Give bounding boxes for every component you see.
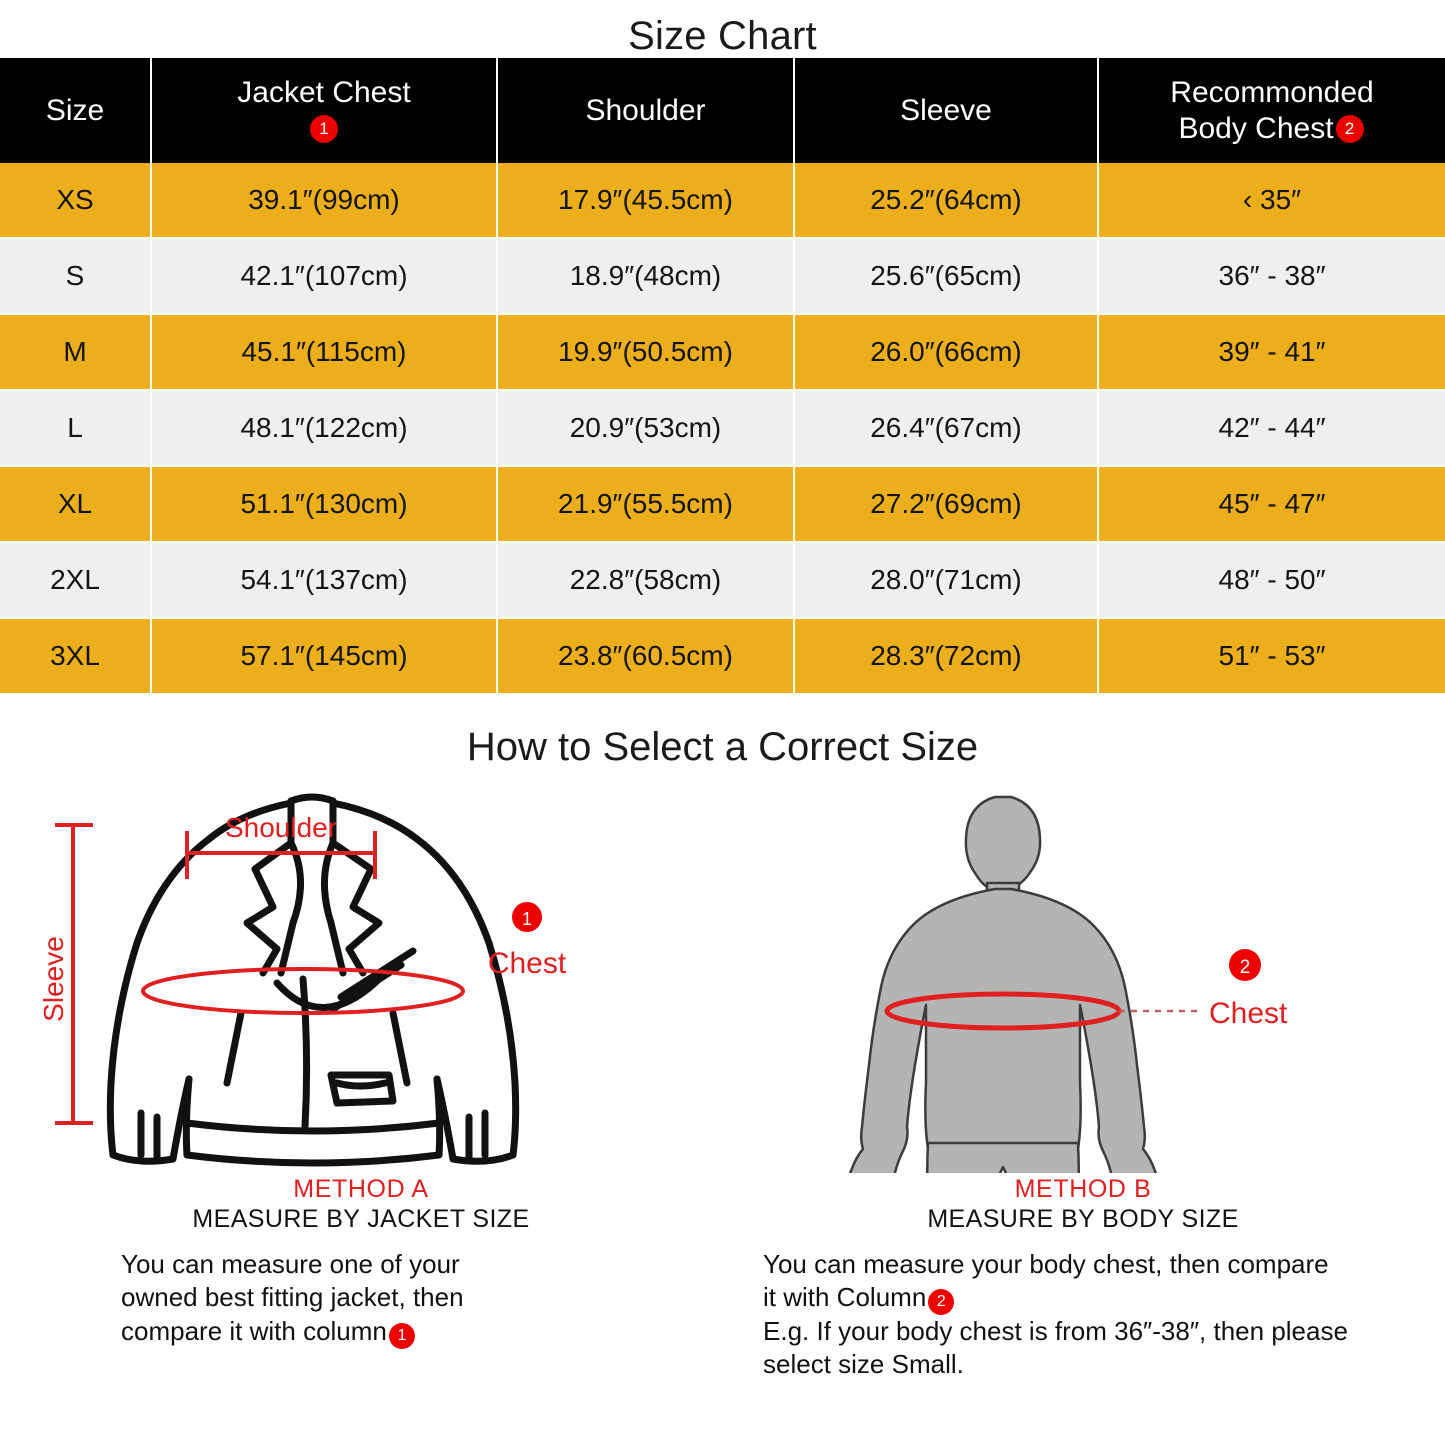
method-b-description: You can measure your body chest, then co… xyxy=(763,1248,1403,1381)
table-row: XS 39.1″(99cm) 17.9″(45.5cm) 25.2″(64cm)… xyxy=(0,163,1445,239)
cell-size: 2XL xyxy=(0,542,152,619)
column-header-body-chest-line2: Body Chest xyxy=(1178,111,1334,145)
column-header-jacket-chest: Jacket Chest 1 xyxy=(151,58,498,163)
column-header-sleeve: Sleeve xyxy=(794,58,1099,163)
size-chart-table: Size Jacket Chest 1 Shoulder Sleeve Reco… xyxy=(0,58,1445,693)
cell-jacket-chest: 48.1″(122cm) xyxy=(151,390,498,467)
chest-label: Chest xyxy=(488,947,567,980)
cell-body-chest: 45″ - 47″ xyxy=(1098,466,1445,543)
method-b-subtitle: MEASURE BY BODY SIZE xyxy=(927,1204,1239,1233)
body-illustration-svg: 2 Chest xyxy=(848,795,1288,1173)
badge-one-icon: 1 xyxy=(388,1322,415,1349)
cell-shoulder: 23.8″(60.5cm) xyxy=(497,618,795,693)
table-row: S 42.1″(107cm) 18.9″(48cm) 25.6″(65cm) 3… xyxy=(0,238,1445,315)
cell-shoulder: 18.9″(48cm) xyxy=(497,238,795,315)
chest-label: Chest xyxy=(1209,997,1288,1030)
cell-size: XL xyxy=(0,466,152,543)
method-a-desc-line1: You can measure one of your xyxy=(121,1249,460,1279)
cell-sleeve: 27.2″(69cm) xyxy=(794,466,1099,543)
cell-jacket-chest: 57.1″(145cm) xyxy=(151,618,498,693)
badge-one-icon xyxy=(512,902,542,932)
size-chart-body: XS 39.1″(99cm) 17.9″(45.5cm) 25.2″(64cm)… xyxy=(0,163,1445,693)
column-header-shoulder-label: Shoulder xyxy=(585,93,706,127)
badge-two-icon: 2 xyxy=(1335,114,1364,143)
cell-shoulder: 22.8″(58cm) xyxy=(497,542,795,619)
method-a-heading: METHOD A MEASURE BY JACKET SIZE xyxy=(192,1175,529,1234)
table-header-row: Size Jacket Chest 1 Shoulder Sleeve Reco… xyxy=(0,58,1445,163)
column-header-size-label: Size xyxy=(45,93,105,127)
method-b-desc-line3: E.g. If your body chest is from 36″-38″,… xyxy=(763,1315,1348,1346)
badge-two-icon: 2 xyxy=(928,1289,955,1316)
cell-size: L xyxy=(0,390,152,467)
cell-shoulder: 17.9″(45.5cm) xyxy=(497,163,795,239)
table-row: XL 51.1″(130cm) 21.9″(55.5cm) 27.2″(69cm… xyxy=(0,466,1445,543)
method-b-desc-line4: select size Small. xyxy=(763,1348,964,1379)
table-row: 2XL 54.1″(137cm) 22.8″(58cm) 28.0″(71cm)… xyxy=(0,542,1445,619)
cell-size: 3XL xyxy=(0,618,152,693)
method-b-name: METHOD B xyxy=(1014,1175,1152,1203)
cell-size: XS xyxy=(0,163,152,239)
cell-jacket-chest: 42.1″(107cm) xyxy=(151,238,498,315)
column-header-shoulder: Shoulder xyxy=(497,58,795,163)
cell-jacket-chest: 51.1″(130cm) xyxy=(151,466,498,543)
jacket-illustration-svg: Shoulder Sleeve 1 Chest xyxy=(41,793,567,1167)
cell-sleeve: 26.0″(66cm) xyxy=(794,314,1099,391)
cell-sleeve: 28.0″(71cm) xyxy=(794,542,1099,619)
column-header-sleeve-label: Sleeve xyxy=(900,93,992,127)
table-row: M 45.1″(115cm) 19.9″(50.5cm) 26.0″(66cm)… xyxy=(0,314,1445,391)
cell-body-chest: ‹ 35″ xyxy=(1098,163,1445,239)
cell-body-chest: 51″ - 53″ xyxy=(1098,618,1445,693)
cell-body-chest: 36″ - 38″ xyxy=(1098,238,1445,315)
method-a-block: Shoulder Sleeve 1 Chest METHOD A MEASURE… xyxy=(0,783,722,1381)
cell-size: S xyxy=(0,238,152,315)
cell-body-chest: 39″ - 41″ xyxy=(1098,314,1445,391)
cell-shoulder: 19.9″(50.5cm) xyxy=(497,314,795,391)
cell-sleeve: 26.4″(67cm) xyxy=(794,390,1099,467)
cell-sleeve: 25.6″(65cm) xyxy=(794,238,1099,315)
table-row: L 48.1″(122cm) 20.9″(53cm) 26.4″(67cm) 4… xyxy=(0,390,1445,467)
sleeve-label: Sleeve xyxy=(41,936,69,1022)
column-header-size: Size xyxy=(0,58,152,163)
column-header-jacket-chest-label: Jacket Chest xyxy=(237,75,411,109)
badge-two-label: 2 xyxy=(1240,957,1251,978)
badge-one-icon: 1 xyxy=(310,114,338,143)
jacket-diagram: Shoulder Sleeve 1 Chest xyxy=(41,783,681,1173)
method-a-desc-line2: owned best fitting jacket, then xyxy=(121,1282,464,1313)
cell-sleeve: 25.2″(64cm) xyxy=(794,163,1099,239)
cell-size: M xyxy=(0,314,152,391)
table-row: 3XL 57.1″(145cm) 23.8″(60.5cm) 28.3″(72c… xyxy=(0,618,1445,693)
method-b-desc-line2: it with Column xyxy=(763,1282,927,1313)
method-b-heading: METHOD B MEASURE BY BODY SIZE xyxy=(927,1175,1238,1234)
method-a-desc-line3: compare it with column xyxy=(121,1315,387,1346)
cell-shoulder: 21.9″(55.5cm) xyxy=(497,466,795,543)
cell-shoulder: 20.9″(53cm) xyxy=(497,390,795,467)
measurement-methods: Shoulder Sleeve 1 Chest METHOD A MEASURE… xyxy=(0,783,1445,1381)
method-a-name: METHOD A xyxy=(293,1175,429,1203)
cell-body-chest: 48″ - 50″ xyxy=(1098,542,1445,619)
method-b-desc-line1: You can measure your body chest, then co… xyxy=(763,1249,1329,1279)
cell-sleeve: 28.3″(72cm) xyxy=(794,618,1099,693)
cell-jacket-chest: 45.1″(115cm) xyxy=(151,314,498,391)
body-diagram: 2 Chest xyxy=(763,783,1403,1173)
guide-section-title: How to Select a Correct Size xyxy=(466,725,979,769)
cell-jacket-chest: 39.1″(99cm) xyxy=(151,163,498,239)
badge-one-label: 1 xyxy=(522,909,532,929)
method-b-block: 2 Chest METHOD B MEASURE BY BODY SIZE Yo… xyxy=(722,783,1444,1381)
column-header-body-chest-line1: Recommonded xyxy=(1170,75,1374,109)
method-a-description: You can measure one of your owned best f… xyxy=(121,1248,601,1349)
badge-two-icon xyxy=(1229,949,1261,981)
shoulder-label: Shoulder xyxy=(225,812,337,843)
column-header-body-chest: Recommonded Body Chest 2 xyxy=(1098,58,1445,163)
cell-jacket-chest: 54.1″(137cm) xyxy=(151,542,498,619)
cell-body-chest: 42″ - 44″ xyxy=(1098,390,1445,467)
page-title: Size Chart xyxy=(628,14,817,58)
method-a-subtitle: MEASURE BY JACKET SIZE xyxy=(192,1204,530,1233)
